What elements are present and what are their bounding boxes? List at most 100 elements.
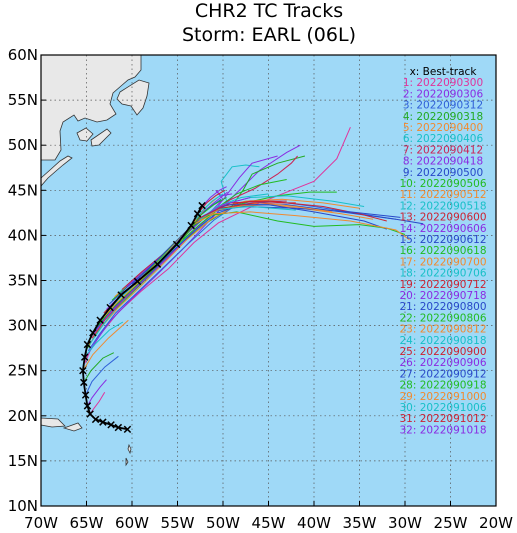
legend-entry: 29: 2022091000 [399,391,486,403]
best-track-marker [107,421,115,429]
legend-entry: 11: 2022090512 [399,189,486,201]
legend-entry: 2: 2022090306 [403,88,484,100]
forecast-track-3 [85,355,119,396]
prince-edward-island-region [76,127,94,142]
forecast-track-28 [182,197,227,240]
forecast-tracks [82,127,424,415]
legend-entry: 25: 2022090900 [399,346,486,358]
legend-entry: 16: 2022090618 [399,245,486,257]
best-track-marker [187,221,195,230]
forecast-track-10 [96,191,337,328]
legend-entry: 30: 2022091006 [399,402,486,414]
legend-entry: 1: 2022090300 [403,77,483,89]
legend-entry: 21: 2022090800 [399,301,486,313]
legend-entry: 13: 2022090600 [399,212,486,224]
chart-title-line-1: CHR2 TC Tracks [195,0,343,22]
best-track-marker [172,240,181,249]
forecast-track-6 [84,321,124,358]
best-track-marker [96,316,104,324]
legend-entry: 14: 2022090606 [399,223,486,235]
best-track-marker [193,210,202,218]
best-track-marker [81,391,90,399]
x-axis-ticks: 70W 65W 60W 55W 50W 45W 40W 35W 30W 25W 20W [24,501,513,532]
x-tick-label: 70W [24,514,58,532]
hispaniola-outline [62,422,83,432]
best-track-marker [79,366,87,375]
x-tick-label: 35W [343,514,377,532]
forecast-track-32 [201,186,227,207]
legend-entry: 19: 2022090712 [399,279,486,291]
land-masses [40,54,150,467]
chart-title-line-2: Storm: EARL (06L) [182,24,356,46]
y-tick-label: 60N [8,46,38,64]
forecast-track-22 [137,211,406,282]
x-tick-label: 30W [388,514,422,532]
best-track-marker [106,303,114,312]
best-track-marker [133,277,142,286]
y-tick-label: 55N [8,91,38,109]
legend-entry: 3: 2022090312 [403,100,483,112]
legend-entry: 6: 2022090406 [403,133,484,145]
x-tick-label: 65W [70,514,104,532]
best-track-marker [89,329,97,337]
x-tick-label: 60W [115,514,149,532]
best-track-line [81,205,203,431]
forecast-track-2 [86,379,107,407]
legend-entry: 5: 2022090400 [403,122,483,134]
legend-entry: 18: 2022090706 [399,268,486,280]
best-track-marker [117,291,125,299]
best-track-marker [83,340,92,349]
legend-entry: 9: 2022090500 [403,167,483,179]
legend-entry: 24: 2022090818 [399,335,486,347]
best-track [79,201,206,434]
legend-entry: 20: 2022090718 [399,290,486,302]
y-tick-label: 25N [8,362,38,380]
legend-entry: 8: 2022090418 [403,156,483,168]
legend-entry: 27: 2022090912 [399,368,486,380]
y-tick-label: 10N [8,497,38,515]
forecast-track-2 [86,144,301,357]
x-tick-label: 20W [479,514,513,532]
legend-entry: 32: 2022091018 [399,424,486,436]
legend-entry: 15: 2022090612 [399,234,486,246]
best-track-marker [83,402,92,410]
legend-entry: 26: 2022090906 [399,357,486,369]
legend-entry: 12: 2022090518 [399,200,486,212]
legend-entry: 22: 2022090806 [399,312,486,324]
x-tick-label: 25W [434,514,468,532]
map-area [40,54,497,507]
x-tick-label: 45W [252,514,286,532]
y-axis-ticks: 60N 55N 50N 45N 40N 35N 30N 25N 20N 15N 10N [8,46,46,515]
lesser-antilles-island [127,443,132,455]
y-tick-label: 50N [8,136,38,154]
forecast-track-3 [87,200,396,352]
legend-entry: 31: 2022091012 [399,413,486,425]
legend-entry: 4: 2022090318 [403,111,483,123]
forecast-track-5 [82,319,129,371]
newfoundland-island [116,79,150,116]
best-track-marker [99,418,107,426]
best-track-marker [80,378,88,387]
best-track-marker [153,260,162,268]
nova-scotia-coast [40,155,73,188]
y-tick-label: 15N [8,452,38,470]
legend-entry: 10: 2022090506 [399,178,486,190]
y-tick-label: 30N [8,317,38,335]
y-tick-label: 20N [8,407,38,425]
best-track-marker [198,201,206,210]
x-tick-label: 50W [206,514,240,532]
forecast-track-4 [83,352,115,383]
windward-island [125,457,129,467]
legend-entry: 23: 2022090812 [399,324,486,336]
y-tick-label: 35N [8,272,38,290]
legend-entry: 17: 2022090700 [399,256,486,268]
best-track-marker [86,410,94,418]
best-track-marker [91,415,100,424]
x-tick-label: 40W [297,514,331,532]
y-tick-label: 45N [8,181,38,199]
north-america-landmass [40,54,142,161]
legend-entry: 28: 2022090918 [399,380,486,392]
legend-best-track-entry: x: Best-track [410,66,478,78]
